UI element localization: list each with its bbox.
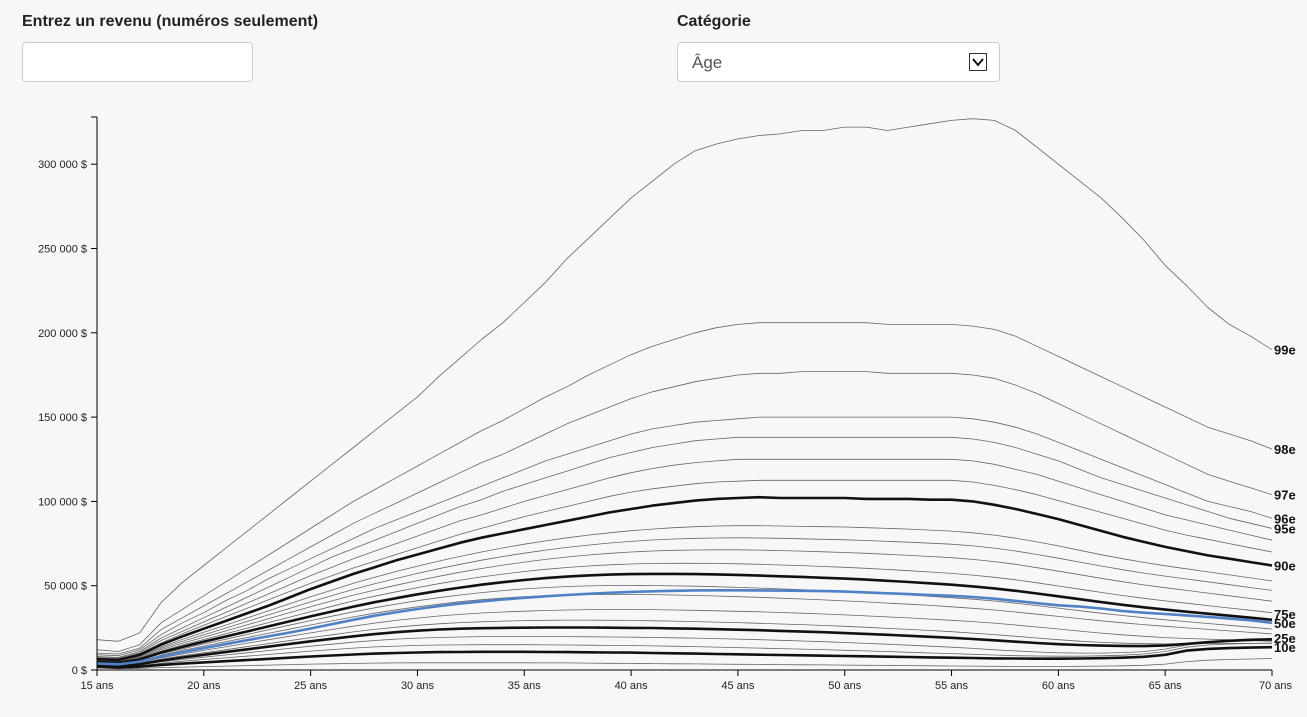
x-tick-label: 70 ans	[1259, 680, 1293, 692]
y-tick-label: 50 000 $	[44, 581, 87, 593]
series-end-label-10e: 10e	[1274, 640, 1296, 655]
category-select[interactable]: Âge	[677, 42, 1000, 82]
y-tick-label: 0 $	[72, 665, 87, 677]
series-line-8	[96, 525, 1273, 662]
series-end-label-99e: 99e	[1274, 343, 1296, 358]
x-tick-label: 60 ans	[1042, 680, 1076, 692]
x-tick-label: 35 ans	[508, 680, 542, 692]
y-tick-label: 200 000 $	[38, 328, 87, 340]
series-end-label-25e: 25e	[1274, 631, 1296, 646]
y-tick-label: 100 000 $	[38, 496, 87, 508]
series-line-98e	[96, 322, 1273, 652]
chart-lines	[96, 118, 1273, 670]
series-line-97e	[96, 371, 1273, 655]
series-line-75e	[96, 572, 1273, 665]
series-line-90e	[96, 495, 1273, 662]
series-end-label-96e: 96e	[1274, 511, 1296, 526]
series-line-16	[96, 609, 1273, 666]
series-line-96e	[96, 416, 1273, 657]
x-tick-label: 65 ans	[1149, 680, 1183, 692]
x-tick-label: 15 ans	[80, 680, 114, 692]
y-tick-label: 150 000 $	[38, 412, 87, 424]
x-tick-label: 45 ans	[721, 680, 755, 692]
series-line-14	[96, 594, 1273, 665]
series-line-13	[96, 585, 1273, 664]
series-line-19	[96, 636, 1273, 667]
series-line-6	[96, 479, 1273, 660]
series-line-11	[96, 562, 1273, 663]
series-line-10	[96, 549, 1273, 663]
series-end-label-97e: 97e	[1274, 488, 1296, 503]
x-tick-label: 20 ans	[187, 680, 221, 692]
chevron-down-icon[interactable]	[969, 53, 987, 71]
x-tick-label: 25 ans	[294, 680, 328, 692]
x-tick-label: 30 ans	[401, 680, 435, 692]
series-line-20	[96, 642, 1273, 668]
series-line-10e	[96, 645, 1273, 669]
series-end-label-75e: 75e	[1274, 607, 1296, 622]
series-end-label-50e: 50e	[1274, 616, 1296, 631]
chart-axes: 0 $ 50 000 $ 100 000 $ 150 000 $ 200 000 $ 25…	[38, 116, 1293, 692]
series-line-95e	[96, 436, 1273, 658]
x-tick-label: 55 ans	[935, 680, 969, 692]
income-label: Entrez un revenu (numéros seulement)	[22, 13, 319, 30]
series-end-label-90e: 90e	[1274, 558, 1296, 573]
series-line-25e	[96, 626, 1273, 668]
series-line-50e	[96, 588, 1273, 666]
series-line-17	[96, 619, 1272, 666]
series-line-5	[96, 458, 1273, 659]
x-tick-label: 50 ans	[828, 680, 862, 692]
series-line-99e	[96, 118, 1273, 642]
series-line-22	[96, 658, 1273, 670]
series-line-9	[96, 537, 1273, 662]
x-tick-label: 40 ans	[615, 680, 649, 692]
series-end-label-95e: 95e	[1274, 521, 1296, 536]
y-tick-label: 250 000 $	[38, 244, 87, 256]
y-tick-label: 300 000 $	[38, 159, 87, 171]
income-input[interactable]	[22, 42, 253, 82]
series-end-label-98e: 98e	[1274, 442, 1296, 457]
category-select-value: Âge	[692, 53, 723, 72]
category-label: Catégorie	[677, 13, 751, 30]
